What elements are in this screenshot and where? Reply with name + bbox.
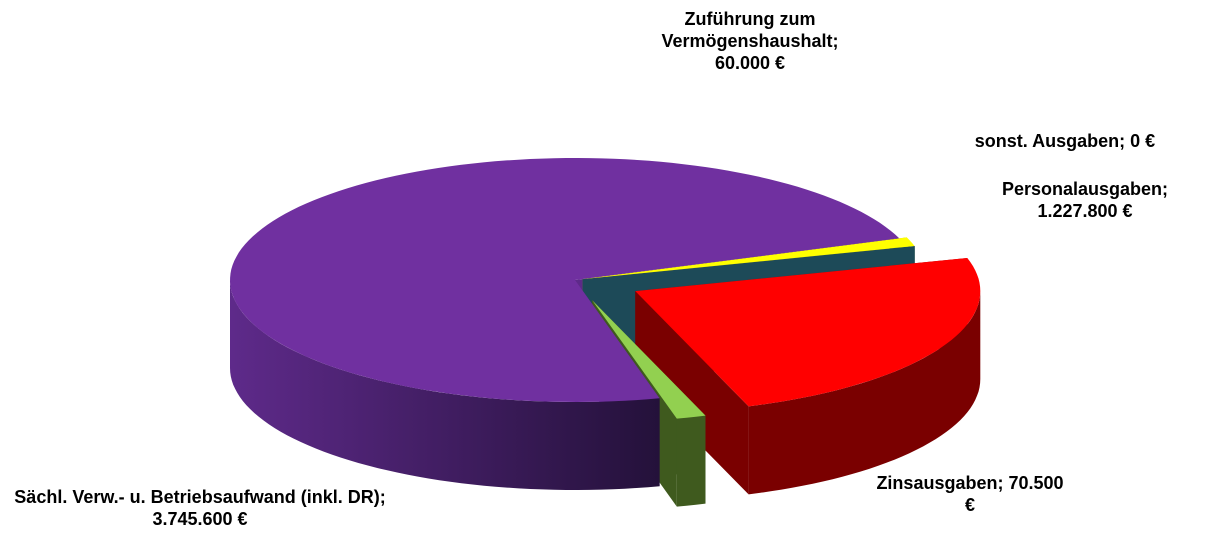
label-value: 3.745.600 €: [152, 509, 248, 529]
data-label: Sächl. Verw.- u. Betriebsaufwand (inkl. …: [5, 486, 395, 530]
slice-side: [676, 415, 706, 507]
slice: [230, 158, 900, 402]
data-label: Zinsausgaben; 70.500 €: [870, 472, 1070, 516]
slice: [635, 258, 981, 407]
label-value: 60.000 €: [714, 53, 786, 73]
label-value: 70.500 €: [964, 473, 1064, 515]
slice: [592, 300, 706, 419]
data-label: Personalausgaben; 1.227.800 €: [975, 178, 1195, 222]
slice-side: [635, 291, 749, 495]
slice-side: [748, 291, 981, 495]
label-name: Sächl. Verw.- u. Betriebsaufwand (inkl. …: [14, 487, 386, 507]
data-label: Zuführung zum Vermögenshaushalt; 60.000 …: [640, 8, 860, 74]
label-value: 1.227.800 €: [1037, 201, 1133, 221]
slice-side: [230, 280, 660, 490]
data-label: sonst. Ausgaben; 0 €: [930, 130, 1200, 152]
label-name: Personalausgaben;: [1001, 179, 1169, 199]
label-name: Zuführung zum Vermögenshaushalt;: [661, 9, 839, 51]
label-name: Zinsausgaben;: [876, 473, 1004, 493]
label-name: sonst. Ausgaben;: [974, 131, 1126, 151]
slice: [582, 237, 915, 280]
label-value: 0 €: [1130, 131, 1156, 151]
